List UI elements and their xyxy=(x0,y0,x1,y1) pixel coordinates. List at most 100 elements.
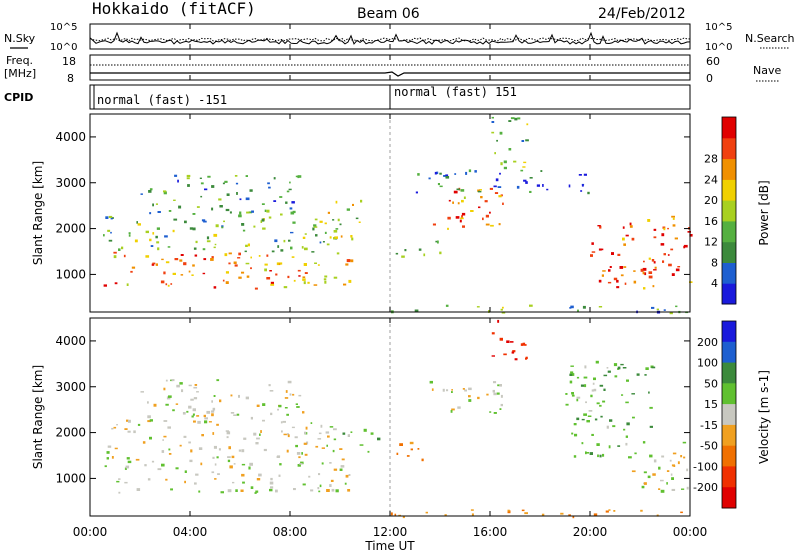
velocity-echo-cell xyxy=(291,426,295,429)
velocity-echo-cell xyxy=(147,420,151,423)
velocity-echo-cell xyxy=(262,403,266,406)
velocity-echo-cell xyxy=(576,376,580,379)
velocity-echo-cell xyxy=(231,455,235,459)
power-echo-cell xyxy=(161,258,164,261)
velocity-echo-cell xyxy=(321,462,324,465)
velocity-echo-cell xyxy=(620,363,624,366)
velocity-echo-cell xyxy=(565,393,568,395)
velocity-echo-cell xyxy=(305,426,308,430)
power-echo-cell xyxy=(542,184,544,187)
velocity-echo-cell xyxy=(593,377,596,381)
velocity-echo-cell xyxy=(499,337,503,341)
power-echo-cell xyxy=(246,275,250,278)
velocity-echo-cell xyxy=(302,483,306,486)
colorbar-swatch xyxy=(722,241,736,263)
velocity-echo-cell xyxy=(176,384,180,388)
velocity-echo-cell xyxy=(287,434,290,438)
power-echo-cell xyxy=(674,237,678,240)
velocity-echo-cell xyxy=(332,449,335,453)
power-echo-cell xyxy=(521,140,525,142)
velocity-echo-cell xyxy=(641,485,645,489)
colorbar-swatch xyxy=(722,487,736,509)
power-echo-cell xyxy=(494,192,499,194)
power-echo-cell xyxy=(156,227,160,230)
power-echo-cell xyxy=(261,203,265,205)
power-echo-cell xyxy=(180,274,184,276)
power-echo-cell xyxy=(193,247,197,250)
velocity-echo-cell xyxy=(301,452,303,455)
power-echo-cell xyxy=(304,247,308,251)
power-echo-cell xyxy=(526,123,529,126)
power-echo-cell xyxy=(494,152,496,155)
power-echo-cell xyxy=(617,253,621,256)
velocity-echo-cell xyxy=(339,448,343,450)
power-echo-cell xyxy=(523,161,527,164)
power-echo-cell xyxy=(155,263,158,266)
power-echo-cell xyxy=(213,246,216,249)
power-echo-cell xyxy=(653,261,656,264)
power-echo-cell xyxy=(261,218,265,222)
velocity-echo-cell xyxy=(603,374,608,377)
velocity-echo-cell xyxy=(268,384,271,387)
velocity-echo-cell xyxy=(107,445,112,448)
power-echo-cell xyxy=(268,186,271,189)
velocity-echo-cell xyxy=(331,488,335,492)
power-echo-cell xyxy=(329,236,332,239)
power-echo-cell xyxy=(340,235,343,238)
power-echo-cell xyxy=(683,244,688,248)
power-echo-cell xyxy=(455,216,460,219)
power-echo-cell xyxy=(672,217,675,220)
velocity-echo-cell xyxy=(227,489,232,493)
velocity-echo-cell xyxy=(585,401,587,404)
power-echo-cell xyxy=(672,224,676,227)
velocity-echo-cell xyxy=(243,437,247,440)
velocity-echo-cell xyxy=(278,404,282,408)
velocity-echo-cell xyxy=(632,416,635,419)
velocity-echo-cell xyxy=(622,367,627,369)
power-echo-cell xyxy=(283,239,286,243)
velocity-echo-cell xyxy=(500,403,503,407)
velocity-echo-cell xyxy=(570,365,574,367)
velocity-echo-cell xyxy=(163,387,166,391)
velocity-echo-cell xyxy=(285,390,288,393)
velocity-echo-cell xyxy=(170,488,173,491)
velocity-echo-cell xyxy=(203,414,206,418)
velocity-echo-cell xyxy=(137,423,141,426)
power-echo-cell xyxy=(244,250,247,253)
velocity-echo-cell xyxy=(333,438,337,441)
velocity-echo-cell xyxy=(429,380,433,384)
power-echo-cell xyxy=(313,226,318,228)
power-echo-cell xyxy=(192,227,196,231)
power-echo-cell xyxy=(204,188,208,191)
power-echo-cell xyxy=(663,227,666,231)
velocity-echo-cell xyxy=(347,434,350,437)
power-echo-cell xyxy=(126,283,129,286)
power-echo-cell xyxy=(517,117,521,120)
power-echo-cell xyxy=(443,175,446,177)
velocity-echo-cell xyxy=(600,415,603,418)
power-echo-cell xyxy=(314,262,317,264)
power-echo-cell xyxy=(283,286,288,289)
power-echo-cell xyxy=(461,199,464,203)
power-echo-cell xyxy=(288,239,291,242)
power-echo-cell xyxy=(520,169,524,172)
power-echo-cell xyxy=(213,233,218,237)
velocity-echo-cell xyxy=(179,444,182,447)
velocity-echo-cell xyxy=(232,481,235,484)
power-echo-cell xyxy=(118,248,121,251)
power-echo-cell xyxy=(629,225,633,228)
power-echo-cell xyxy=(597,225,601,227)
velocity-echo-cell xyxy=(623,428,626,431)
power-echo-cell xyxy=(347,259,351,262)
velocity-echo-cell xyxy=(248,466,251,470)
velocity-echo-cell xyxy=(571,392,574,395)
velocity-echo-cell xyxy=(226,431,231,435)
velocity-echo-cell xyxy=(593,513,598,516)
velocity-echo-cell xyxy=(649,454,653,458)
velocity-echo-cell xyxy=(296,452,301,455)
velocity-echo-cell xyxy=(197,420,201,424)
power-echo-cell xyxy=(234,264,238,267)
power-echo-cell xyxy=(460,189,465,192)
power-echo-cell xyxy=(228,252,232,255)
power-echo-cell xyxy=(210,258,214,261)
